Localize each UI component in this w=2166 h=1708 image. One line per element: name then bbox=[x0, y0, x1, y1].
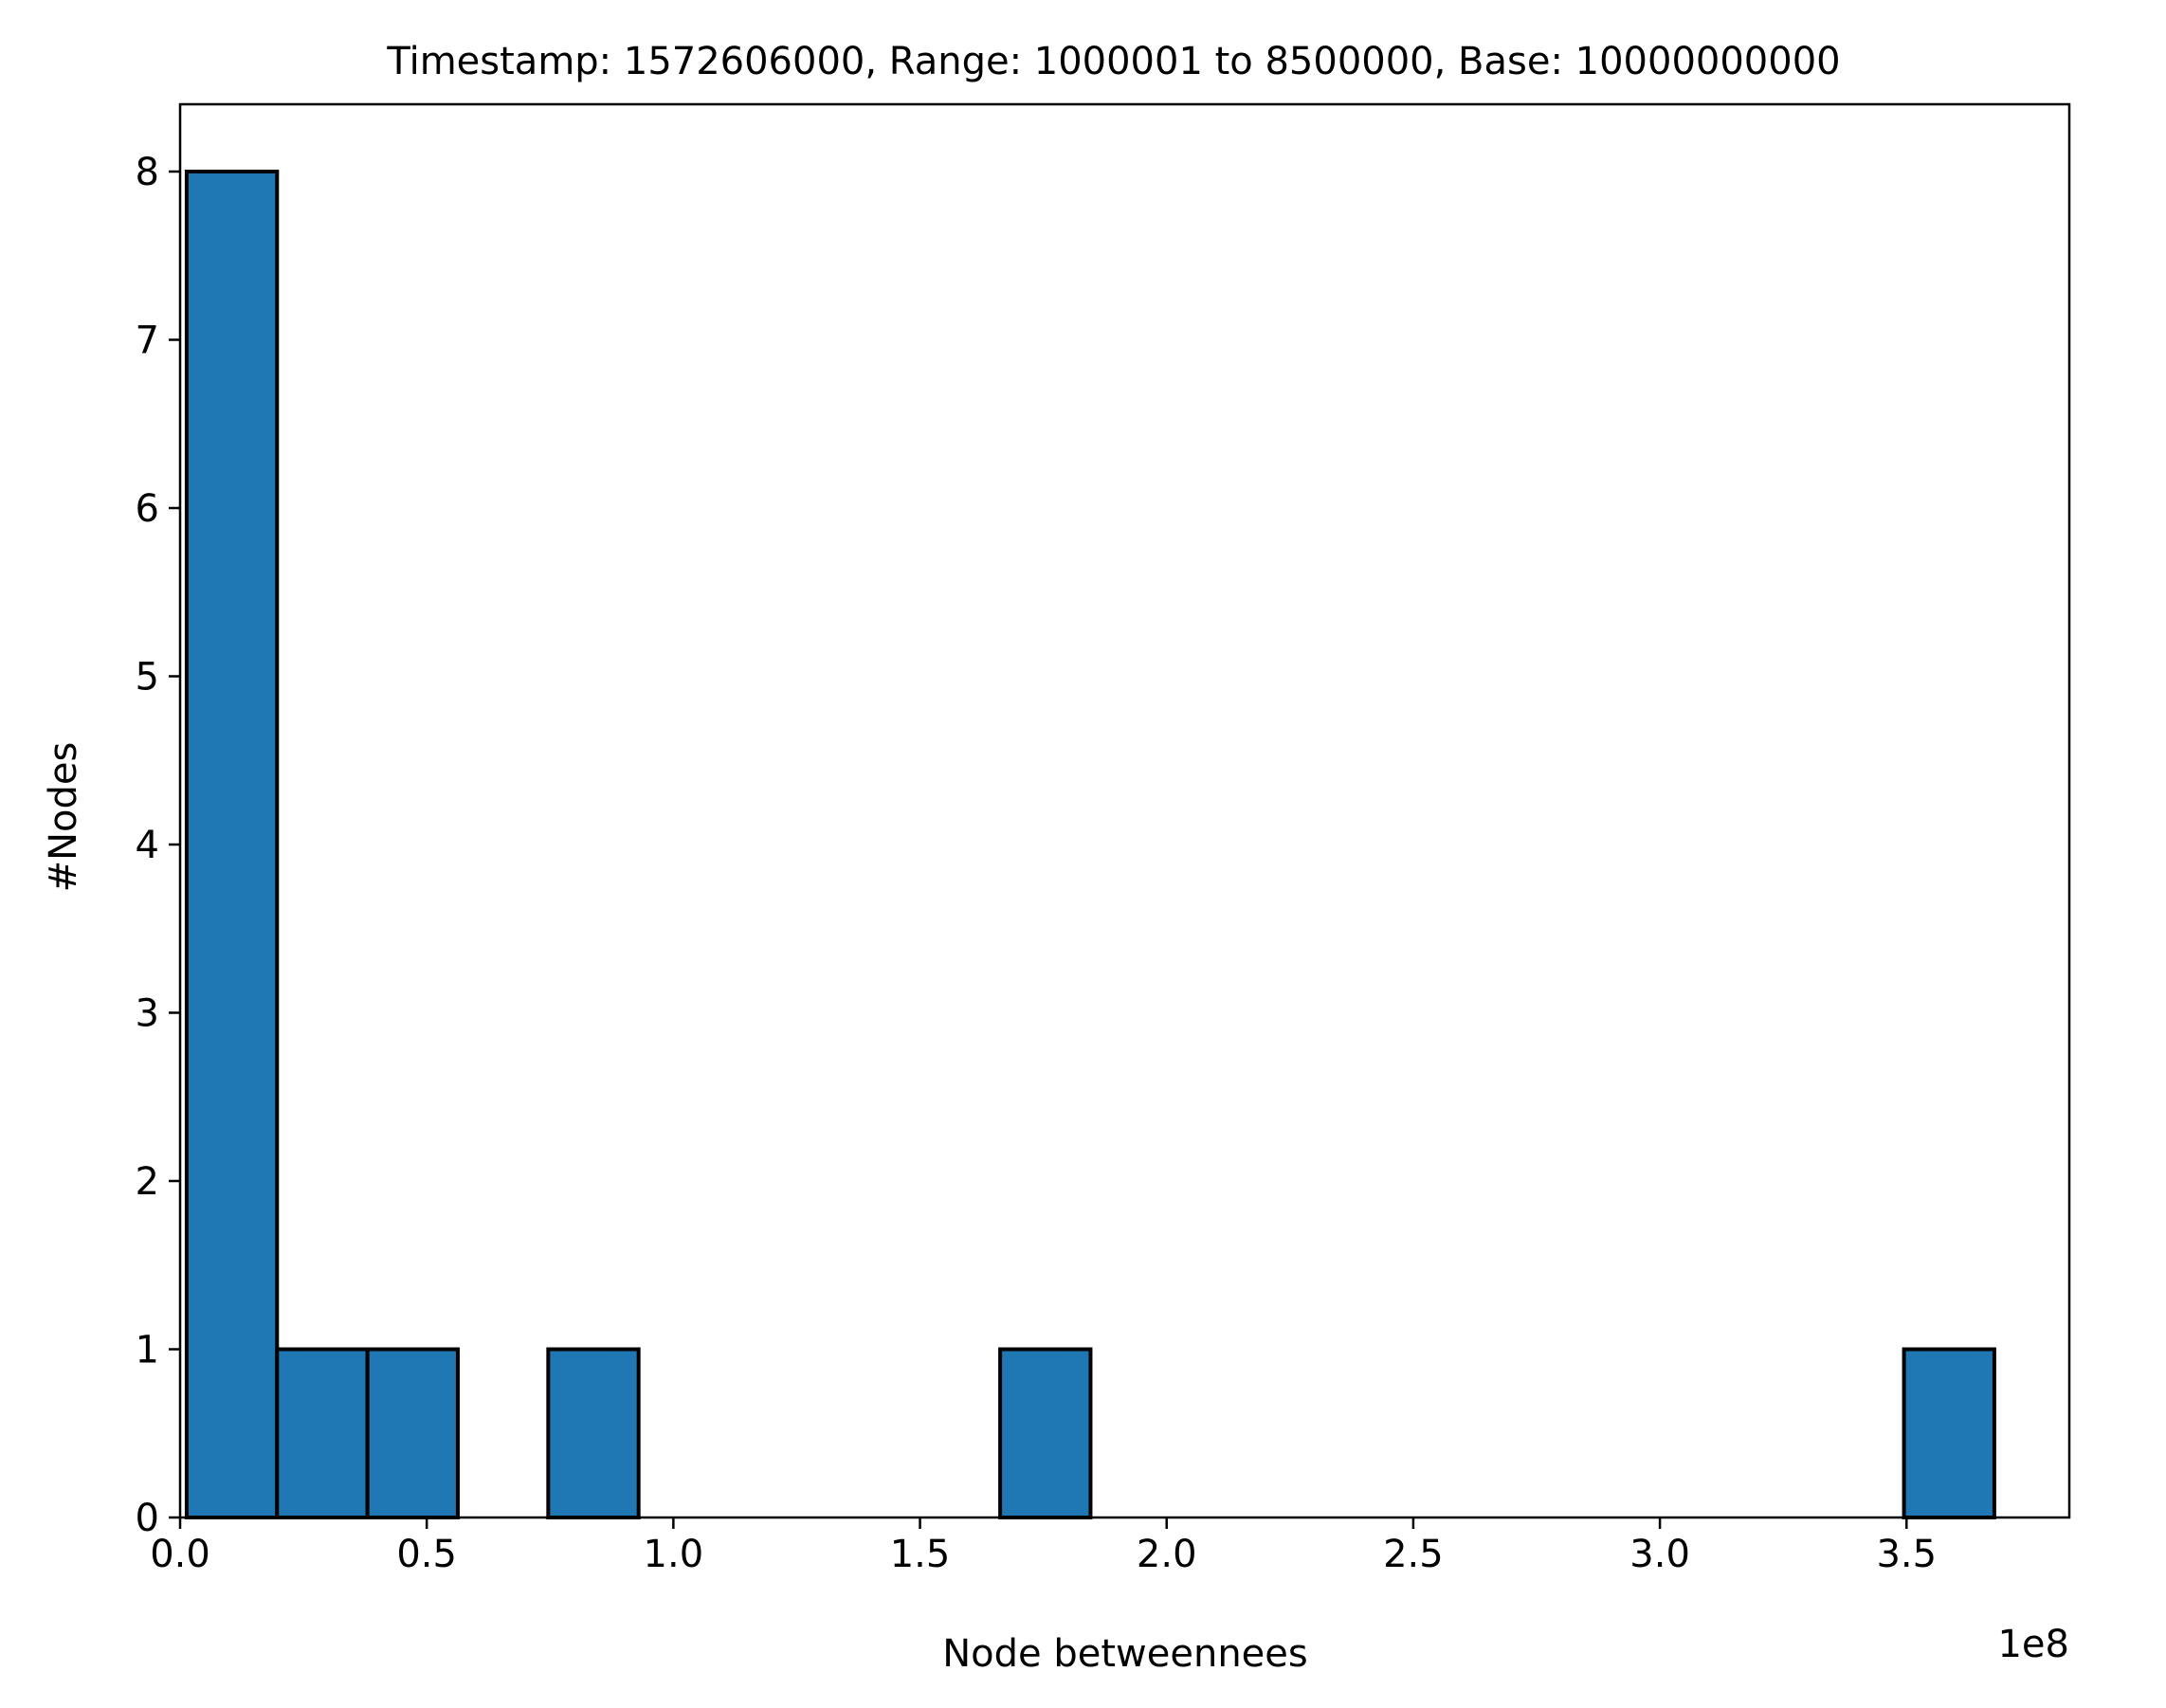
histogram-bar bbox=[1902, 1347, 1996, 1519]
x-tick-label: 0.5 bbox=[396, 1533, 457, 1576]
histogram-bar bbox=[546, 1347, 641, 1519]
plot-frame bbox=[178, 102, 2071, 1519]
x-tick-label: 2.5 bbox=[1383, 1533, 1444, 1576]
x-axis-ticks: 0.0 0.5 1.0 1.5 2.0 2.5 3.0 3.5 bbox=[150, 1517, 1937, 1576]
y-tick-label: 5 bbox=[136, 656, 159, 700]
x-tick-label: 3.0 bbox=[1629, 1533, 1690, 1576]
histogram-bar bbox=[365, 1347, 460, 1519]
x-axis-label: Node betweennees bbox=[942, 1632, 1308, 1676]
y-axis-ticks: 0 1 2 3 4 5 6 7 8 bbox=[136, 151, 180, 1540]
y-axis-label: #Nodes bbox=[42, 742, 85, 893]
x-tick-label: 0.0 bbox=[150, 1533, 210, 1576]
y-tick-label: 8 bbox=[136, 151, 159, 194]
histogram-bar bbox=[998, 1347, 1093, 1519]
y-tick-label: 0 bbox=[136, 1497, 159, 1540]
y-tick-label: 7 bbox=[136, 319, 159, 363]
y-tick-label: 2 bbox=[136, 1160, 159, 1204]
y-tick-label: 6 bbox=[136, 487, 159, 531]
y-tick-label: 3 bbox=[136, 992, 159, 1036]
x-tick-label: 1.5 bbox=[890, 1533, 951, 1576]
bars-layer bbox=[184, 170, 1996, 1519]
histogram-bar bbox=[184, 170, 280, 1519]
x-tick-label: 2.0 bbox=[1137, 1533, 1197, 1576]
x-tick-label: 3.5 bbox=[1876, 1533, 1937, 1576]
x-tick-label: 1.0 bbox=[644, 1533, 704, 1576]
y-tick-label: 1 bbox=[136, 1329, 159, 1372]
x-axis-offset-text: 1e8 bbox=[1997, 1623, 2069, 1666]
chart-title: Timestamp: 1572606000, Range: 1000001 to… bbox=[386, 40, 1840, 83]
y-tick-label: 4 bbox=[136, 824, 159, 867]
histogram-bar bbox=[275, 1347, 370, 1519]
